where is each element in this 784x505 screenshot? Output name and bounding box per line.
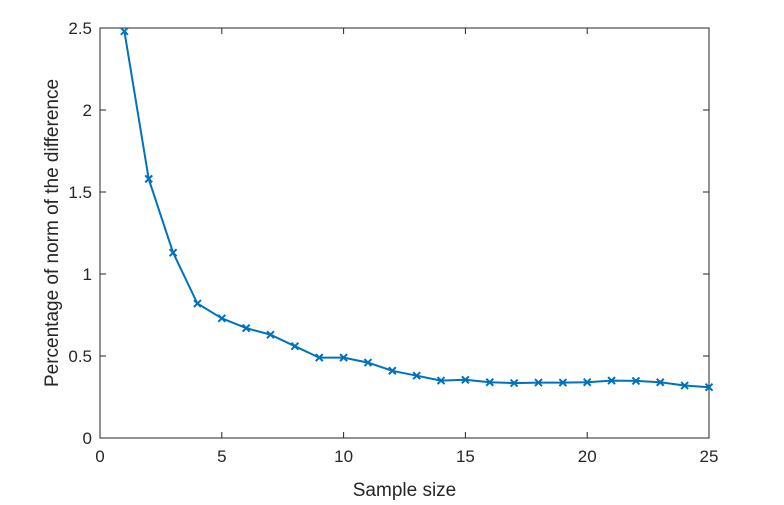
x-tick-label: 5: [217, 447, 226, 466]
x-tick-label: 15: [456, 447, 475, 466]
data-point-marker: [704, 382, 714, 392]
x-axis-ticks: 0 5 10 15 20 25: [95, 28, 718, 466]
y-tick-label: 1: [83, 265, 92, 284]
x-tick-label: 0: [95, 447, 104, 466]
x-tick-label: 25: [700, 447, 719, 466]
data-point-marker: [193, 299, 202, 308]
data-point-marker: [388, 366, 397, 375]
data-point-marker: [241, 323, 251, 333]
data-point-marker: [412, 371, 421, 380]
y-tick-label: 2.5: [68, 19, 92, 38]
data-point-marker: [144, 174, 153, 184]
data-point-marker: [631, 376, 641, 386]
data-series: [120, 27, 714, 392]
data-point-marker: [485, 378, 494, 387]
data-point-marker: [168, 248, 178, 257]
x-tick-label: 10: [334, 447, 353, 466]
data-point-marker: [607, 376, 616, 385]
y-axis-label: Percentage of norm of the difference: [42, 79, 63, 387]
data-point-marker: [436, 376, 446, 385]
data-point-marker: [363, 358, 373, 367]
plot-area: [99, 27, 710, 439]
data-point-marker: [680, 381, 689, 390]
y-tick-label: 1.5: [68, 183, 92, 202]
data-point-marker: [339, 353, 348, 362]
data-point-marker: [315, 353, 324, 362]
x-axis-label: Sample size: [353, 480, 457, 501]
y-tick-label: 2: [83, 101, 92, 120]
y-tick-label: 0: [83, 429, 92, 448]
x-tick-label: 20: [578, 447, 597, 466]
data-point-marker: [509, 378, 519, 388]
data-point-marker: [290, 341, 300, 351]
data-point-marker: [534, 378, 543, 387]
data-point-marker: [266, 330, 275, 339]
data-point-marker: [217, 314, 227, 323]
y-axis-ticks: 0 0.5 1 1.5 2 2.5: [68, 19, 709, 448]
data-point-marker: [656, 378, 665, 387]
data-point-marker: [120, 27, 129, 36]
data-point-marker: [461, 375, 470, 384]
y-tick-label: 0.5: [68, 347, 92, 366]
data-point-marker: [582, 378, 592, 387]
data-point-marker: [558, 378, 568, 387]
